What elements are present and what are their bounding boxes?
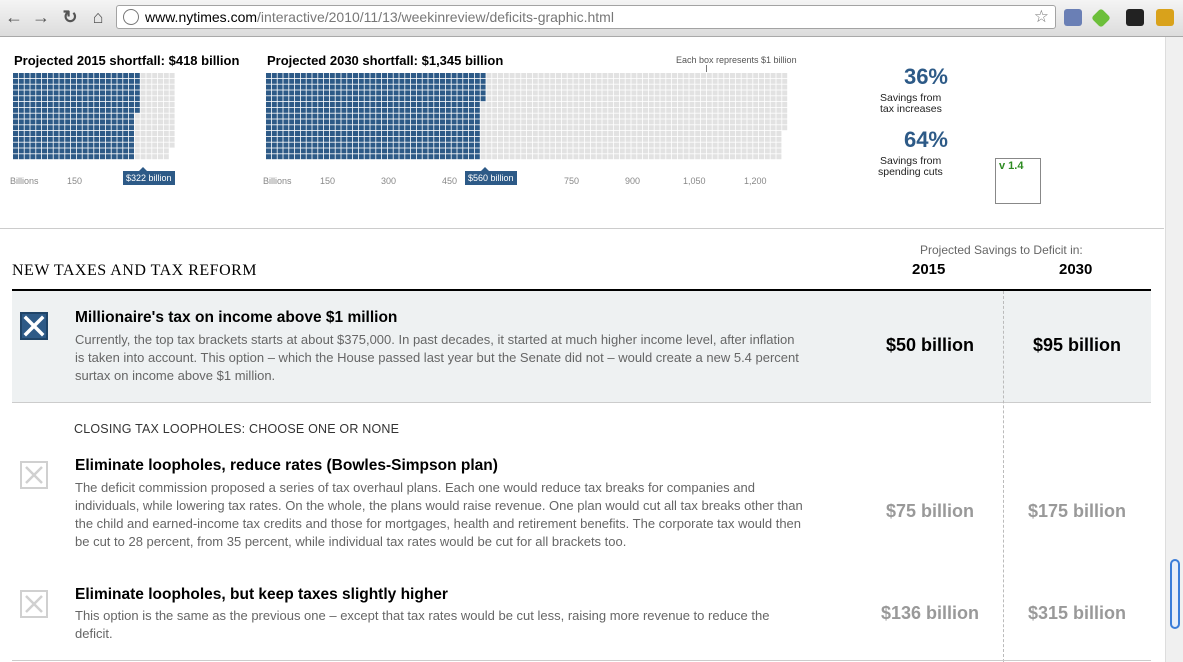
axis-tick-label: Billions bbox=[263, 176, 292, 186]
bookmark-star-icon[interactable]: ☆ bbox=[1033, 7, 1049, 26]
url-text: www.nytimes.com/interactive/2010/11/13/w… bbox=[145, 9, 614, 25]
home-icon[interactable]: ⌂ bbox=[92, 7, 104, 27]
axis-tick-label: 450 bbox=[442, 176, 458, 186]
checkbox-bowles-simpson[interactable] bbox=[20, 461, 48, 489]
axis-tick-label: 750 bbox=[564, 176, 580, 186]
value-2015: $136 billion bbox=[880, 603, 980, 623]
value-2030: $175 billion bbox=[1027, 501, 1127, 521]
value-2030: $315 billion bbox=[1027, 603, 1127, 623]
vertical-scrollbar[interactable] bbox=[1165, 37, 1183, 662]
mail-extension-icon[interactable] bbox=[1064, 9, 1082, 26]
axis-tick-label: Billions bbox=[10, 176, 39, 186]
option-title: Millionaire's tax on income above $1 mil… bbox=[75, 309, 398, 326]
shortfall-2015-title: Projected 2015 shortfall: $418 billion bbox=[14, 53, 240, 68]
tax-savings-label-1: Savings from bbox=[880, 92, 942, 104]
shortfall-2030-title: Projected 2030 shortfall: $1,345 billion bbox=[267, 53, 504, 68]
spending-savings-percent: 64% bbox=[903, 127, 948, 152]
axis-tick-label: 1,050 bbox=[683, 176, 706, 186]
marker-2015: $322 billion bbox=[123, 167, 175, 185]
option-description: This option is the same as the previous … bbox=[75, 608, 770, 641]
marker-2030: $560 billion bbox=[465, 167, 517, 185]
axis-tick-label: 150 bbox=[320, 176, 336, 186]
value-2030: $95 billion bbox=[1032, 335, 1122, 355]
box-note-tick bbox=[706, 65, 707, 72]
x-mark-icon bbox=[25, 595, 43, 613]
wrench-icon[interactable] bbox=[1156, 9, 1174, 26]
axis-tick-label: 900 bbox=[625, 176, 641, 186]
year-2030-header: 2030 bbox=[1059, 261, 1093, 278]
option-description: Currently, the top tax brackets starts a… bbox=[75, 332, 799, 383]
forward-icon[interactable]: → bbox=[32, 7, 50, 27]
projected-savings-header: Projected Savings to Deficit in: bbox=[920, 243, 1083, 257]
box-note: Each box represents $1 billion bbox=[676, 55, 797, 65]
address-bar[interactable]: www.nytimes.com/interactive/2010/11/13/w… bbox=[116, 5, 1056, 29]
x-mark-icon bbox=[25, 466, 43, 484]
spending-savings-label-1: Savings from bbox=[880, 155, 942, 167]
version-badge: v 1.4 bbox=[995, 158, 1041, 204]
checkbox-keep-taxes-higher[interactable] bbox=[20, 590, 48, 618]
scrollbar-thumb[interactable] bbox=[1170, 559, 1180, 629]
back-icon[interactable]: ← bbox=[5, 7, 23, 27]
option-title: Eliminate loopholes, reduce rates (Bowle… bbox=[75, 457, 498, 474]
tax-savings-label-2: tax increases bbox=[880, 103, 942, 115]
loopholes-subhead: CLOSING TAX LOOPHOLES: CHOOSE ONE OR NON… bbox=[74, 422, 400, 436]
section-title: NEW TAXES AND TAX REFORM bbox=[12, 262, 258, 279]
section-rule bbox=[12, 289, 1151, 291]
bottom-rule bbox=[12, 660, 1151, 661]
option-title: Eliminate loopholes, but keep taxes slig… bbox=[75, 586, 448, 603]
column-divider bbox=[1003, 291, 1004, 662]
year-2015-header: 2015 bbox=[912, 261, 946, 278]
value-2015: $75 billion bbox=[885, 501, 975, 521]
axis-tick-label: 300 bbox=[381, 176, 397, 186]
checkbox-millionaires-tax[interactable] bbox=[20, 312, 48, 340]
option-row-millionaires-tax[interactable] bbox=[12, 291, 1151, 403]
x-mark-icon bbox=[23, 315, 45, 337]
tax-savings-percent: 36% bbox=[903, 64, 948, 89]
feed-extension-icon[interactable] bbox=[1091, 8, 1111, 28]
reload-icon[interactable]: ↻ bbox=[62, 7, 78, 27]
globe-icon bbox=[123, 9, 139, 25]
option-description: The deficit commission proposed a series… bbox=[75, 480, 803, 549]
plus-extension-icon[interactable] bbox=[1126, 9, 1144, 26]
spending-savings-label-2: spending cuts bbox=[878, 166, 943, 178]
shortfall-2030-grid bbox=[266, 73, 788, 160]
browser-toolbar: ← → ↻ ⌂ www.nytimes.com/interactive/2010… bbox=[0, 0, 1183, 37]
axis-tick-label: 1,200 bbox=[744, 176, 767, 186]
graphic-divider bbox=[0, 228, 1164, 229]
shortfall-2015-grid bbox=[13, 73, 175, 160]
axis-tick-label: 150 bbox=[67, 176, 83, 186]
value-2015: $50 billion bbox=[885, 335, 975, 355]
